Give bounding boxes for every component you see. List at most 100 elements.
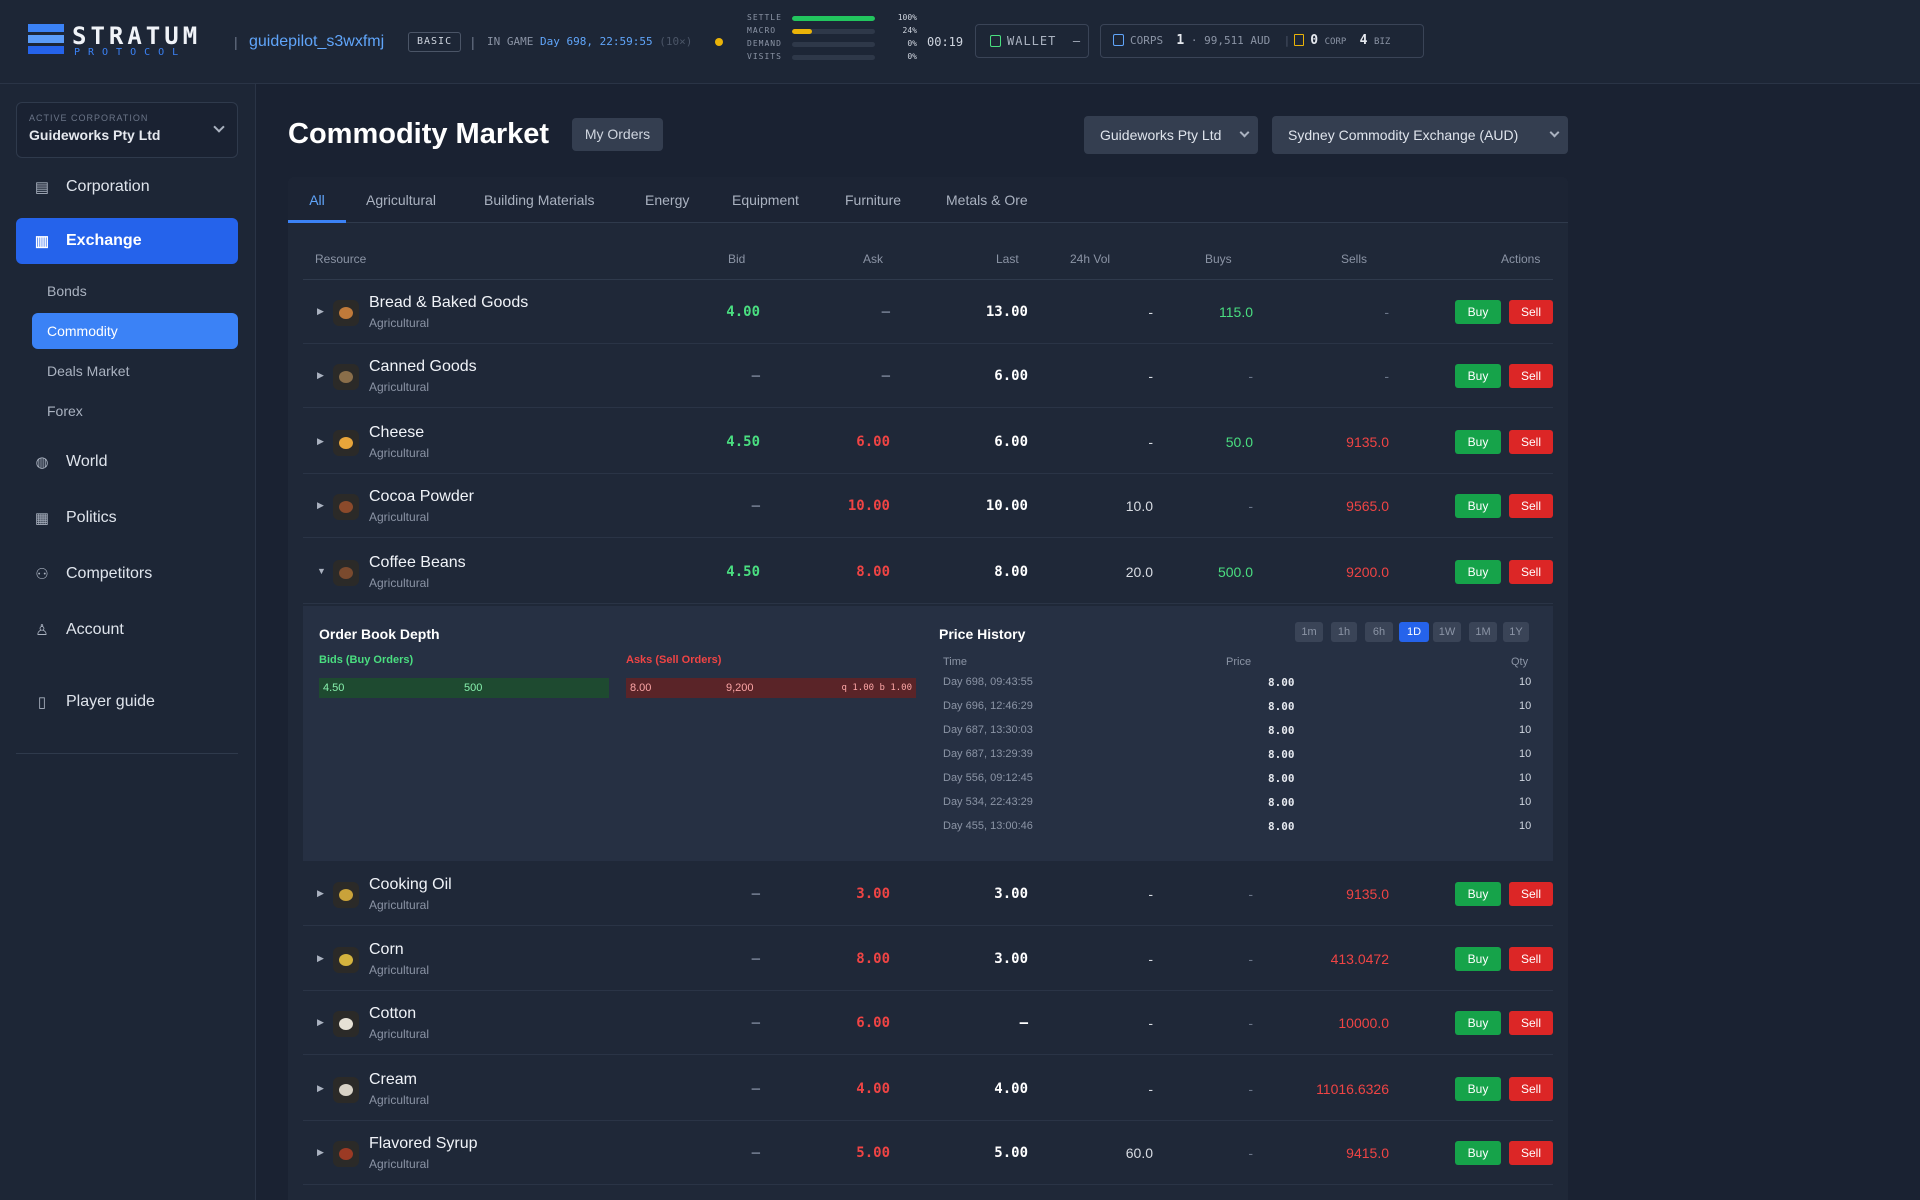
buy-button[interactable]: Buy (1455, 494, 1501, 518)
sell-button[interactable]: Sell (1509, 430, 1553, 454)
expand-arrow-icon[interactable]: ▶ (317, 888, 324, 898)
subnav-deals-market[interactable]: Deals Market (32, 353, 238, 389)
timeframe-1h[interactable]: 1h (1331, 622, 1357, 642)
nav-corporation[interactable]: ▤ Corporation (16, 164, 238, 210)
commodity-name: Cocoa Powder (369, 488, 474, 505)
history-qty: 10 (1519, 700, 1532, 712)
meters: SETTLE 100% MACRO 24% DEMAND 0% VISITS 0% (747, 12, 917, 64)
column-actions: Actions (1501, 252, 1541, 266)
sell-button[interactable]: Sell (1509, 1141, 1553, 1165)
exchange-select[interactable]: Sydney Commodity Exchange (AUD) (1272, 116, 1568, 154)
nav-player-guide[interactable]: ▯ Player guide (16, 679, 238, 725)
table-row[interactable]: ▶ Cooking Oil Agricultural – 3.00 3.00 - - 9135.… (303, 862, 1553, 926)
corps-summary[interactable]: CORPS 1 · 99,511 AUD | 0 CORP 4 BIZ (1100, 24, 1424, 58)
nav-account[interactable]: ♙ Account (16, 607, 238, 653)
buy-button[interactable]: Buy (1455, 1141, 1501, 1165)
sell-button[interactable]: Sell (1509, 300, 1553, 324)
buys-value: 50.0 (1225, 434, 1253, 450)
expand-arrow-icon[interactable]: ▶ (317, 306, 324, 316)
corporation-selector-value: Guideworks Pty Ltd (29, 127, 161, 143)
sell-button[interactable]: Sell (1509, 1011, 1553, 1035)
sell-button[interactable]: Sell (1509, 1077, 1553, 1101)
expand-arrow-icon[interactable]: ▶ (317, 370, 324, 380)
sell-button[interactable]: Sell (1509, 947, 1553, 971)
table-row[interactable]: ▶ Flavored Syrup Agricultural – 5.00 5.00 60.0… (303, 1121, 1553, 1185)
nav-world[interactable]: ◍ World (16, 439, 238, 485)
history-qty: 10 (1519, 796, 1532, 808)
nav-exchange[interactable]: ▥ Exchange (16, 218, 238, 264)
history-price: 8.00 (1268, 700, 1295, 713)
table-row[interactable]: ▶ Bread & Baked Goods Agricultural 4.00 – 13.… (303, 280, 1553, 344)
buy-button[interactable]: Buy (1455, 560, 1501, 584)
table-row[interactable]: ▶ Canned Goods Agricultural – – 6.00 - - - Buy Sel… (303, 344, 1553, 408)
table-row[interactable]: ▶ Cotton Agricultural – 6.00 – - - 10000.0 Buy Sel… (303, 991, 1553, 1055)
sell-button[interactable]: Sell (1509, 882, 1553, 906)
expand-arrow-icon[interactable]: ▶ (317, 1147, 324, 1157)
timeframe-1y[interactable]: 1Y (1503, 622, 1529, 642)
expand-arrow-icon[interactable]: ▶ (317, 436, 324, 446)
sell-button[interactable]: Sell (1509, 364, 1553, 388)
subnav-commodity[interactable]: Commodity (32, 313, 238, 349)
username-link[interactable]: guidepilot_s3wxfmj (249, 33, 385, 50)
wallet-button[interactable]: WALLET – (975, 24, 1089, 58)
tab-furniture[interactable]: Furniture (845, 192, 902, 208)
buy-button[interactable]: Buy (1455, 430, 1501, 454)
table-row[interactable]: ▼ Coffee Beans Agricultural 4.50 8.00 8.00 20.… (303, 540, 1553, 604)
history-price: 8.00 (1268, 820, 1295, 833)
meter-label: SETTLE (747, 13, 782, 22)
buy-button[interactable]: Buy (1455, 364, 1501, 388)
timeframe-6h[interactable]: 6h (1365, 622, 1393, 642)
nav-competitors[interactable]: ⚇ Competitors (16, 551, 238, 597)
buy-button[interactable]: Buy (1455, 1011, 1501, 1035)
table-row[interactable]: ▶ Corn Agricultural – 8.00 3.00 - - 413.0472 Buy S… (303, 927, 1553, 991)
last-value: 6.00 (994, 434, 1028, 450)
nav-politics[interactable]: ▦ Politics (16, 495, 238, 541)
ask-price: 8.00 (630, 682, 652, 694)
subnav-bonds[interactable]: Bonds (32, 273, 238, 309)
buy-button[interactable]: Buy (1455, 300, 1501, 324)
timeframe-1w[interactable]: 1W (1433, 622, 1461, 642)
tab-metals-ore[interactable]: Metals & Ore (946, 192, 1028, 208)
history-time: Day 687, 13:29:39 (943, 748, 1033, 760)
my-orders-button[interactable]: My Orders (572, 118, 663, 151)
timeframe-1d[interactable]: 1D (1399, 622, 1429, 642)
meter-track (792, 29, 875, 34)
commodity-name: Cotton (369, 1005, 417, 1022)
tab-building-materials[interactable]: Building Materials (484, 192, 595, 208)
corporation-select[interactable]: Guideworks Pty Ltd (1084, 116, 1258, 154)
commodity-category: Agricultural (369, 576, 430, 590)
buys-value: - (1248, 498, 1253, 514)
meter-value: 0% (907, 52, 917, 61)
expand-arrow-icon[interactable]: ▶ (317, 500, 324, 510)
wallet-value: – (1072, 34, 1082, 48)
collapse-arrow-icon[interactable]: ▼ (317, 566, 326, 576)
in-game-clock: Day 698, 22:59:55 (539, 35, 653, 48)
bid-depth-bar[interactable]: 4.50 500 (319, 678, 609, 698)
nav-label: Politics (66, 509, 117, 526)
buy-button[interactable]: Buy (1455, 1077, 1501, 1101)
corporation-selector[interactable]: ACTIVE CORPORATION Guideworks Pty Ltd (16, 102, 238, 158)
commodity-icon (333, 947, 359, 973)
sell-button[interactable]: Sell (1509, 494, 1553, 518)
timeframe-1m[interactable]: 1M (1469, 622, 1497, 642)
tab-all[interactable]: All (288, 177, 346, 223)
expand-arrow-icon[interactable]: ▶ (317, 1017, 324, 1027)
buy-button[interactable]: Buy (1455, 882, 1501, 906)
bids-label: Bids (Buy Orders) (319, 654, 414, 666)
meter-demand: DEMAND 0% (747, 38, 917, 51)
subnav-forex[interactable]: Forex (32, 393, 238, 429)
table-row[interactable]: ▶ Cheese Agricultural 4.50 6.00 6.00 - 50.0 9135… (303, 410, 1553, 474)
table-row[interactable]: ▶ Cocoa Powder Agricultural – 10.00 10.00 10.0… (303, 474, 1553, 538)
expand-arrow-icon[interactable]: ▶ (317, 1083, 324, 1093)
subnav-label: Bonds (47, 283, 87, 299)
ask-depth-bar[interactable]: 8.00 9,200 q 1.00 b 1.00 (626, 678, 916, 698)
tab-equipment[interactable]: Equipment (732, 192, 799, 208)
buy-button[interactable]: Buy (1455, 947, 1501, 971)
expand-arrow-icon[interactable]: ▶ (317, 953, 324, 963)
tab-energy[interactable]: Energy (645, 192, 690, 208)
tab-agricultural[interactable]: Agricultural (366, 192, 437, 208)
sell-button[interactable]: Sell (1509, 560, 1553, 584)
timeframe-1m[interactable]: 1m (1295, 622, 1323, 642)
meter-value: 0% (907, 39, 917, 48)
table-row[interactable]: ▶ Cream Agricultural – 4.00 4.00 - - 11016.6326 B… (303, 1057, 1553, 1121)
